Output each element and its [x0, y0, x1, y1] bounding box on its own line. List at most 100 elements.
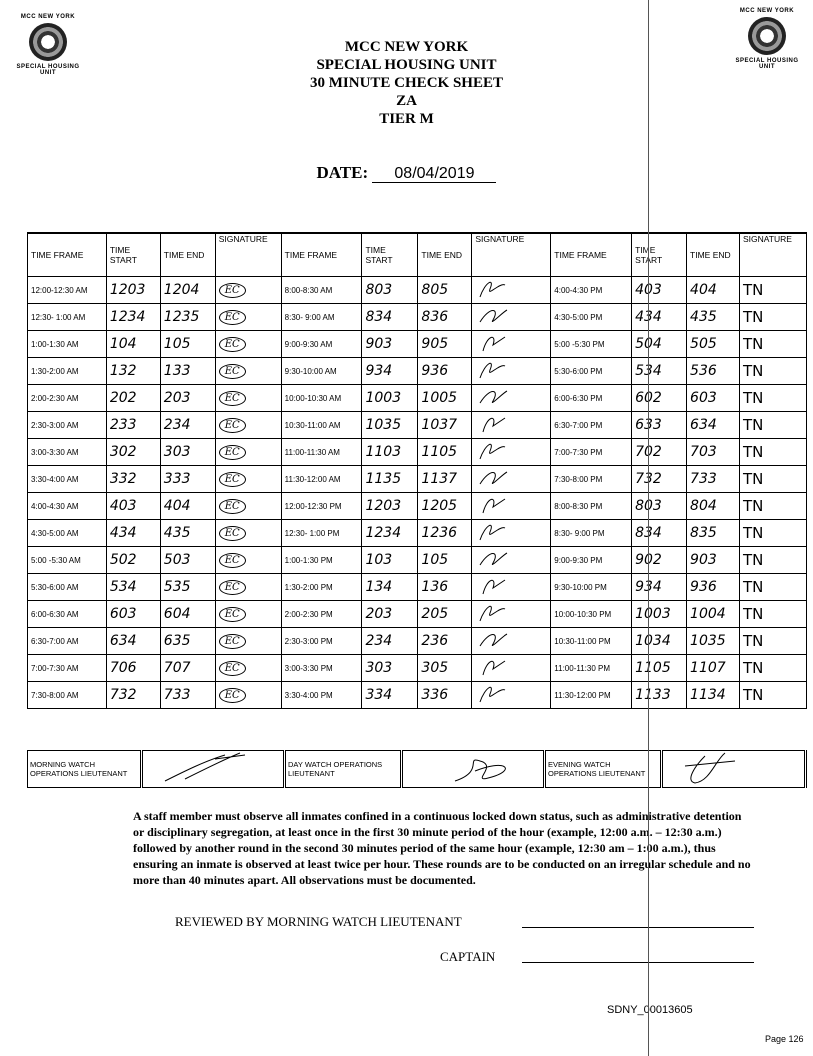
logo-right: MCC NEW YORK SPECIAL HOUSING UNIT: [735, 8, 799, 70]
signature-cell: EC: [214, 492, 282, 520]
time-frame: 8:30- 9:00 PM: [550, 519, 633, 547]
time-start: 1234: [361, 519, 419, 547]
time-end: 733: [159, 681, 216, 709]
column-header: TIME END: [417, 232, 473, 277]
time-end: 205: [417, 600, 473, 628]
time-end: 505: [686, 330, 740, 358]
time-frame: 10:00-10:30 PM: [550, 600, 633, 628]
signature-cell: [471, 330, 552, 358]
time-frame-value: 7:30-8:00 PM: [554, 474, 603, 484]
signature-cell-value: TN: [742, 389, 764, 407]
time-start: 302: [105, 438, 161, 466]
time-end: 105: [159, 330, 216, 358]
time-start: 1034: [631, 627, 688, 655]
time-start: 1003: [631, 600, 688, 628]
time-frame-value: 8:30- 9:00 PM: [554, 528, 605, 538]
time-end: 635: [159, 627, 216, 655]
time-frame-value: 6:30-7:00 AM: [31, 636, 79, 646]
time-frame-value: 7:00-7:30 AM: [31, 663, 79, 673]
time-end-value: 634: [690, 417, 717, 433]
signature-scribble: [482, 660, 506, 676]
signature-cell: [471, 438, 552, 466]
time-start: 534: [631, 357, 688, 385]
column-header: TIME FRAME: [280, 232, 363, 277]
morning-watch-label: MORNING WATCH OPERATIONS LIEUTENANT: [27, 750, 142, 788]
time-frame: 4:30-5:00 AM: [27, 519, 107, 547]
time-start: 1103: [361, 438, 419, 466]
time-start: 534: [105, 573, 161, 601]
signature-cell-value: TN: [742, 335, 764, 353]
time-frame-value: 11:30-12:00 PM: [554, 690, 611, 700]
signature-cell-value: TN: [742, 578, 764, 596]
time-end-value: 1037: [421, 417, 458, 433]
signature-scribble: [482, 417, 506, 433]
time-end: 1035: [686, 627, 740, 655]
watch-signatures: MORNING WATCH OPERATIONS LIEUTENANT DAY …: [27, 750, 807, 788]
time-frame: 1:00-1:30 AM: [27, 330, 107, 358]
time-frame-value: 4:30-5:00 PM: [554, 312, 603, 322]
time-start: 732: [631, 465, 688, 493]
signature-cell: EC: [214, 384, 282, 412]
time-frame: 3:00-3:30 AM: [27, 438, 107, 466]
time-start: 1035: [361, 411, 419, 439]
time-frame: 3:30-4:00 AM: [27, 465, 107, 493]
time-frame-value: 12:30- 1:00 PM: [284, 528, 340, 538]
time-frame: 10:30-11:00 PM: [550, 627, 633, 655]
time-end: 404: [159, 492, 216, 520]
signature-cell: TN: [738, 411, 808, 439]
time-frame: 8:30- 9:00 AM: [280, 303, 363, 331]
time-frame: 6:00-6:30 PM: [550, 384, 633, 412]
time-start: 1203: [105, 276, 161, 304]
time-start-value: 803: [365, 282, 393, 298]
time-end: 435: [159, 519, 216, 547]
signature-cell: TN: [738, 492, 808, 520]
time-end-value: 1005: [421, 390, 458, 406]
time-frame: 10:00-10:30 AM: [280, 384, 363, 412]
time-start-value: 603: [109, 606, 137, 622]
time-frame: 2:00-2:30 AM: [27, 384, 107, 412]
table-row: 7:00-7:30 AM 706 707 EC 3:00-3:30 PM 303 305 11…: [27, 654, 808, 682]
time-end: 707: [159, 654, 216, 682]
signature-cell: TN: [738, 681, 808, 709]
time-end: 936: [417, 357, 473, 385]
time-frame: 7:00-7:30 AM: [27, 654, 107, 682]
signature-cell: TN: [738, 384, 808, 412]
time-frame-value: 10:00-10:30 AM: [284, 393, 342, 403]
time-start: 732: [105, 681, 161, 709]
check-table: TIME FRAME TIME START TIME END SIGNATURE TIM…: [27, 232, 808, 709]
time-frame-value: 4:00-4:30 AM: [31, 501, 79, 511]
table-row: 3:30-4:00 AM 332 333 EC 11:30-12:00 AM 1135 11…: [27, 465, 808, 493]
signature-cell-value: EC: [218, 417, 246, 433]
time-end-value: 604: [163, 606, 191, 622]
time-end-value: 635: [163, 633, 191, 649]
time-end-value: 404: [690, 282, 717, 298]
policy-text: A staff member must observe all inmates …: [133, 809, 751, 887]
time-frame-value: 3:30-4:00 AM: [31, 474, 79, 484]
time-start-value: 303: [365, 660, 393, 676]
time-end-value: 1134: [690, 687, 726, 703]
time-end: 604: [159, 600, 216, 628]
signature-cell: EC: [214, 573, 282, 601]
time-frame-value: 10:30-11:00 PM: [554, 636, 611, 646]
time-start-value: 1035: [365, 417, 402, 433]
time-end-value: 936: [421, 363, 449, 379]
time-start-value: 706: [109, 660, 137, 676]
morning-watch-signature: [140, 750, 286, 788]
time-start: 834: [631, 519, 688, 547]
time-end: 1137: [417, 465, 473, 493]
signature-cell-value: TN: [742, 659, 764, 677]
time-frame: 11:30-12:00 AM: [280, 465, 363, 493]
signature-cell-value: EC: [218, 363, 246, 379]
signature-cell: [471, 357, 552, 385]
time-frame-value: 10:30-11:00 AM: [284, 420, 341, 430]
signature-cell: EC: [214, 438, 282, 466]
table-row: 3:00-3:30 AM 302 303 EC 11:00-11:30 AM 1103 11…: [27, 438, 808, 466]
time-end: 804: [686, 492, 740, 520]
time-start: 202: [105, 384, 161, 412]
time-start: 233: [105, 411, 161, 439]
signature-cell-value: TN: [742, 605, 764, 623]
time-frame-value: 5:00 -5:30 PM: [554, 339, 605, 349]
signature-cell: TN: [738, 600, 808, 628]
time-frame: 9:30-10:00 AM: [280, 357, 363, 385]
time-end: 805: [417, 276, 473, 304]
